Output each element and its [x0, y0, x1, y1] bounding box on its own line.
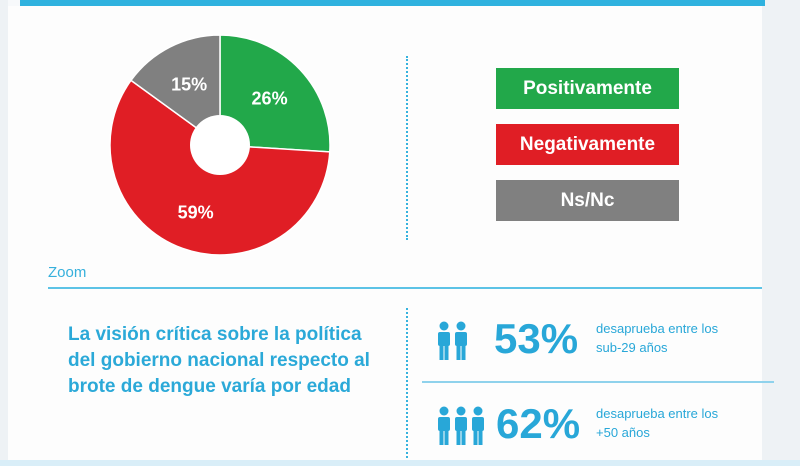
- slice-nsnc: [129, 34, 221, 147]
- left-margin: [0, 0, 8, 466]
- statement-stats-divider: [406, 308, 408, 458]
- zoom-divider-line: [48, 287, 762, 289]
- zoom-label: Zoom: [48, 264, 87, 281]
- bottom-accent-bar: [0, 460, 800, 466]
- donut-hole: [190, 115, 250, 175]
- label-negativamente: 59%: [178, 203, 214, 223]
- stat-description: desaprueba entre los sub-29 años: [596, 319, 766, 357]
- stat-description-line2: +50 años: [596, 425, 650, 440]
- stat-percentage: 62%: [496, 400, 581, 447]
- label-nsnc: 15%: [171, 74, 207, 94]
- stat-description-line2: sub-29 años: [596, 340, 668, 355]
- chart-legend-divider: [406, 56, 408, 240]
- stat-description-line1: desaprueba entre los: [596, 321, 719, 336]
- person-figure: [455, 406, 467, 445]
- label-positivamente: 26%: [252, 88, 288, 108]
- person-figure: [472, 406, 484, 445]
- person-figure: [455, 321, 467, 360]
- three-people-icon: [438, 406, 484, 445]
- stat-percentage: 53%: [494, 315, 579, 362]
- slice-positivamente: [219, 34, 331, 153]
- top-accent-bar: [20, 0, 765, 6]
- stat-description: desaprueba entre los +50 años: [596, 404, 766, 442]
- legend-negativamente: Negativamente: [496, 124, 679, 165]
- person-figure: [438, 406, 450, 445]
- right-margin: [762, 0, 800, 466]
- legend-nsnc: Ns/Nc: [496, 180, 679, 221]
- statement-text: La visión crítica sobre la política del …: [68, 324, 370, 397]
- legend-positivamente: Positivamente: [496, 68, 679, 109]
- stats-separator: [422, 381, 774, 383]
- donut-chart: 26% 59% 15%: [109, 34, 331, 256]
- two-people-icon: [438, 321, 467, 360]
- stat-description-line1: desaprueba entre los: [596, 406, 719, 421]
- person-figure: [438, 321, 450, 360]
